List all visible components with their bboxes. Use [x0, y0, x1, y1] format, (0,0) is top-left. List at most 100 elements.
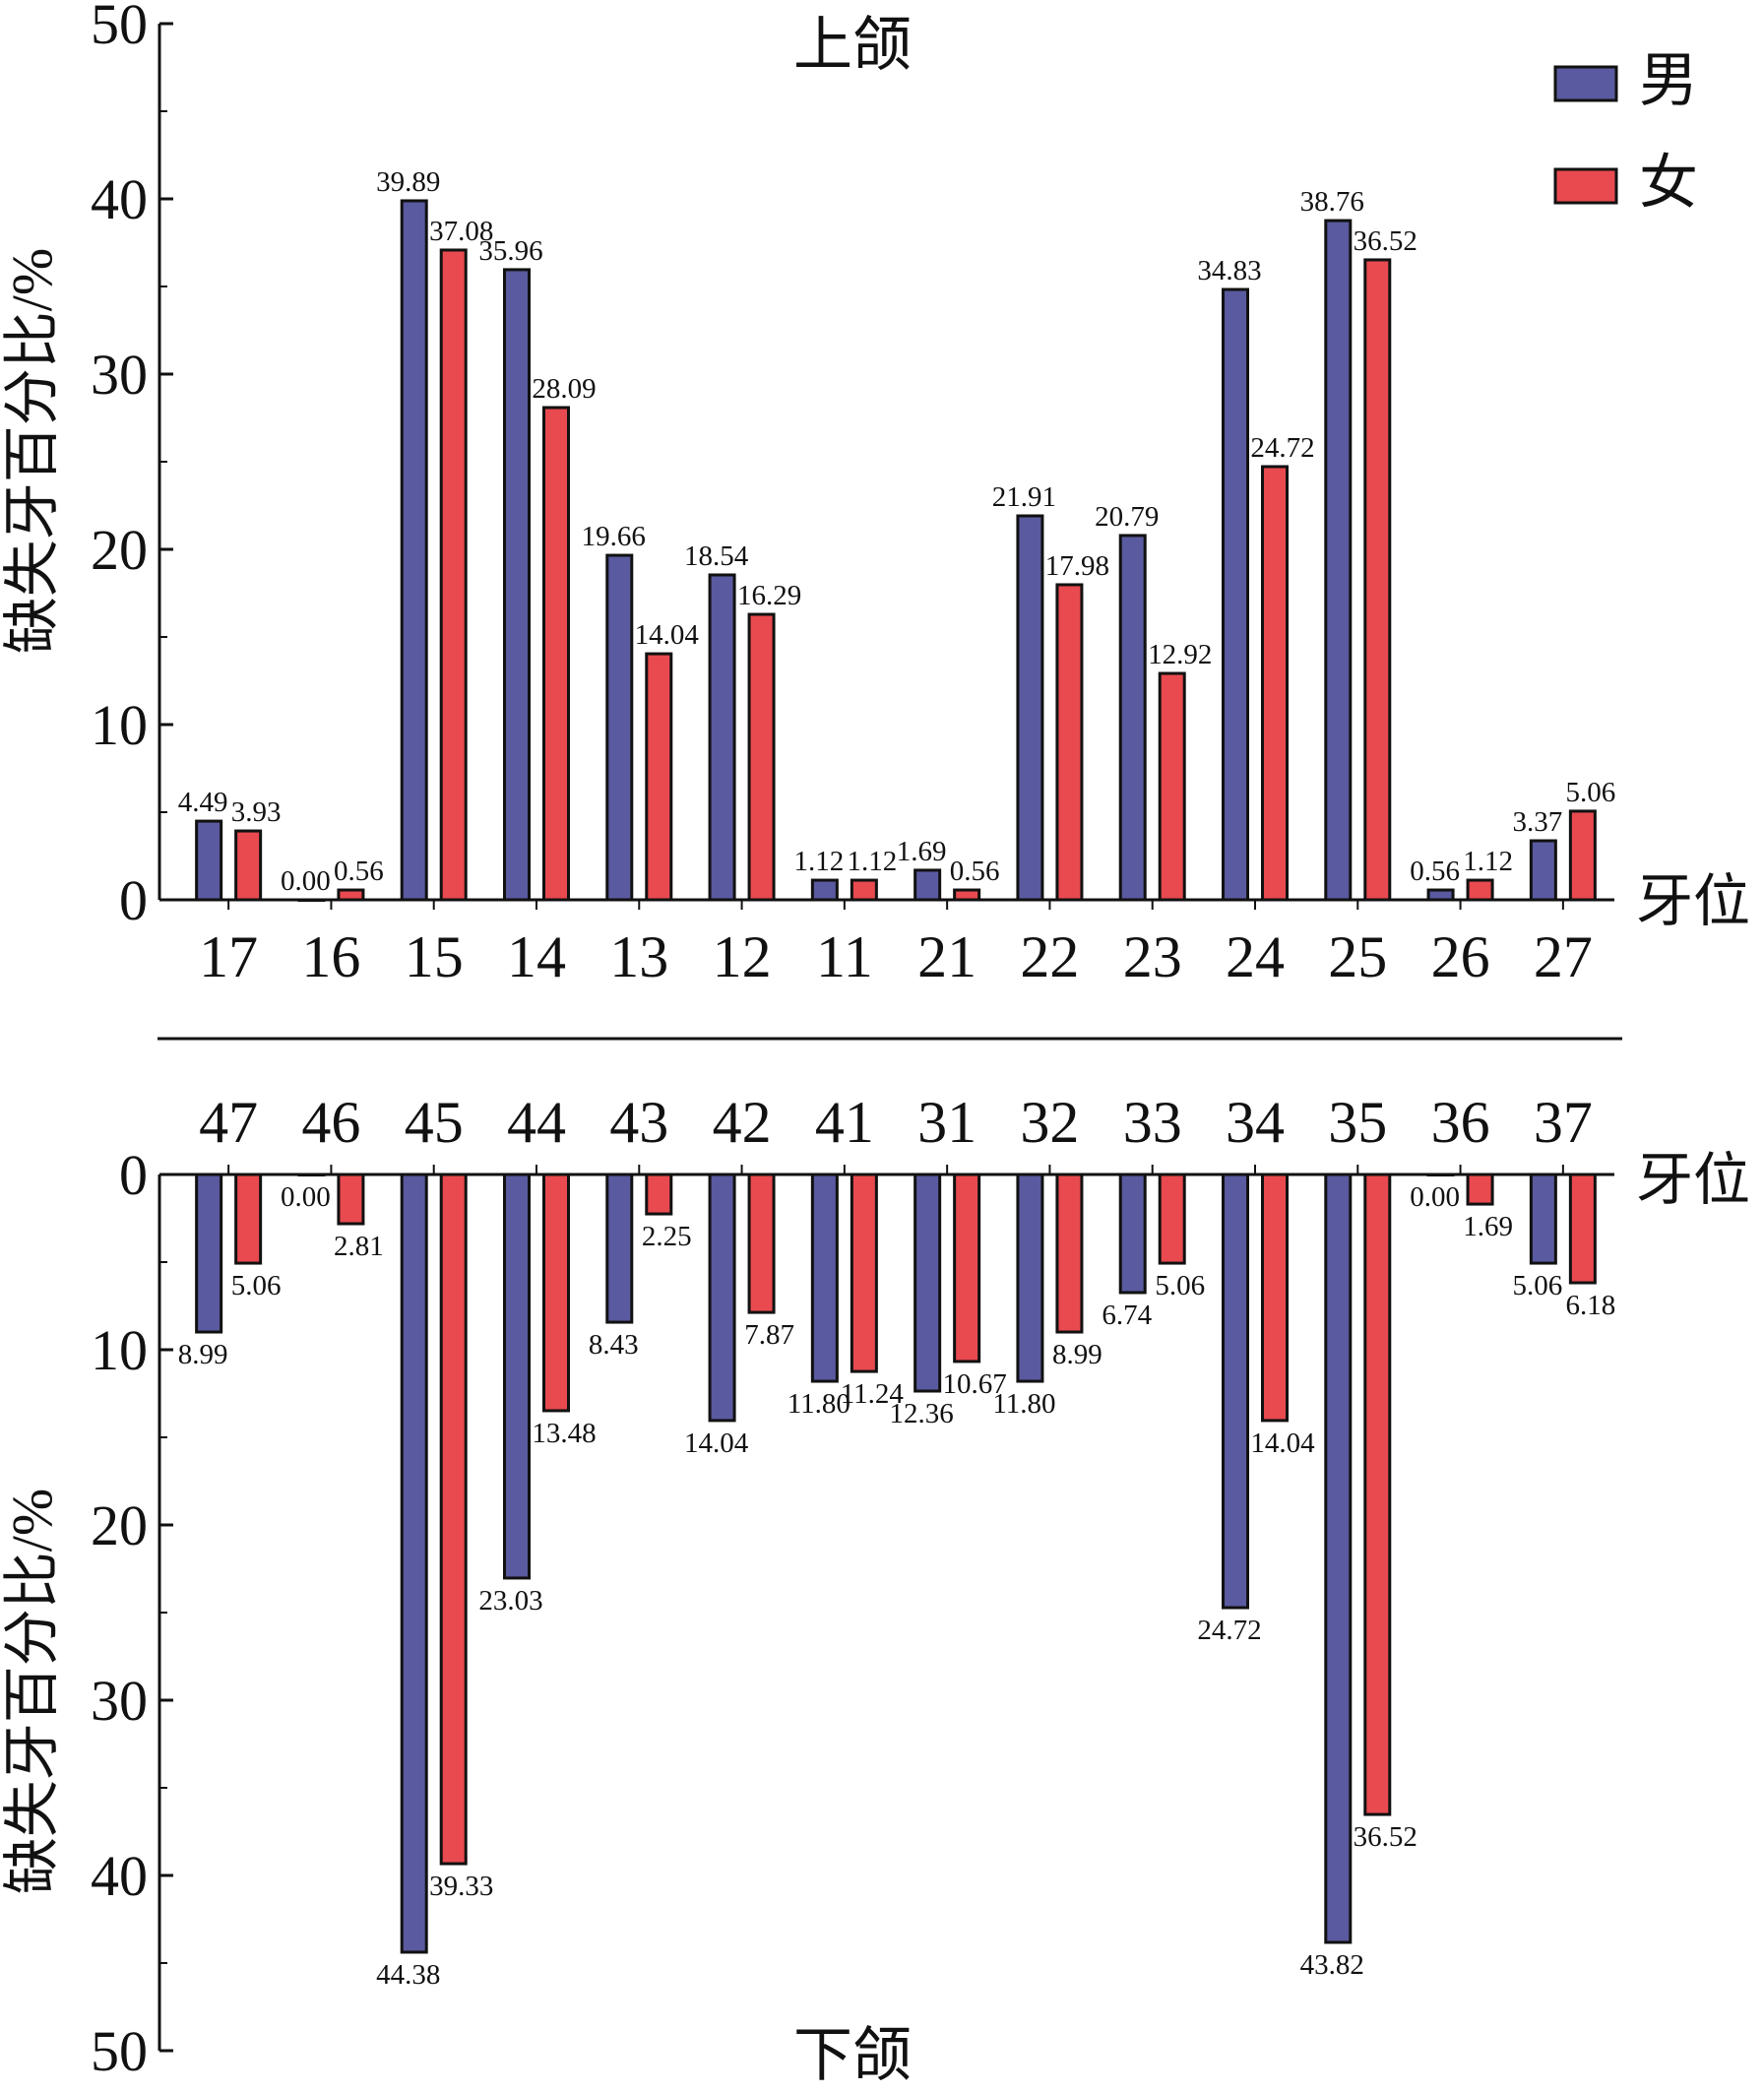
data-label: 17.98	[1045, 550, 1109, 582]
category-label: 33	[1123, 1090, 1182, 1155]
legend-swatch-0	[1553, 65, 1618, 102]
data-label: 0.56	[950, 856, 1000, 887]
data-label: 6.74	[1102, 1300, 1152, 1331]
female-bar-24	[1261, 465, 1289, 902]
male-bar-47	[195, 1173, 223, 1334]
data-label: 1.69	[897, 836, 947, 867]
female-bar-46	[337, 1173, 365, 1226]
male-bar-12	[708, 573, 736, 902]
data-label: 7.87	[744, 1319, 794, 1351]
data-label: 0.56	[1410, 856, 1460, 887]
data-label: 5.06	[1512, 1270, 1562, 1301]
data-label: 28.09	[532, 373, 596, 405]
male-bar-41	[810, 1173, 839, 1383]
category-label: 34	[1226, 1090, 1285, 1155]
male-bar-37	[1529, 1173, 1557, 1265]
female-bar-41	[850, 1173, 878, 1373]
data-label: 0.00	[1410, 1181, 1460, 1213]
male-bar-25	[1324, 219, 1353, 902]
category-label: 31	[917, 1090, 976, 1155]
male-bar-31	[914, 1173, 942, 1393]
female-bar-42	[747, 1173, 776, 1314]
male-bar-46	[297, 1173, 326, 1176]
legend-swatch-1	[1553, 167, 1618, 205]
data-label: 24.72	[1250, 432, 1314, 464]
male-bar-44	[503, 1173, 531, 1580]
female-bar-22	[1055, 583, 1084, 902]
category-label: 44	[507, 1090, 566, 1155]
data-label: 34.83	[1197, 255, 1261, 286]
female-bar-34	[1261, 1173, 1289, 1423]
legend: 男女	[1553, 48, 1698, 216]
female-bar-36	[1466, 1173, 1494, 1206]
y-tick-label: 40	[91, 1844, 148, 1908]
male-bar-15	[400, 199, 428, 902]
female-bar-47	[234, 1173, 263, 1265]
data-label: 0.00	[281, 865, 331, 897]
x-axis-label: 牙位	[1636, 1148, 1750, 1212]
female-bar-17	[234, 829, 263, 902]
data-label: 13.48	[532, 1418, 596, 1449]
category-label: 27	[1534, 924, 1593, 989]
category-label: 41	[815, 1090, 874, 1155]
y-axis-label: 缺失牙百分比/%	[0, 1489, 64, 1894]
data-label: 2.25	[642, 1221, 692, 1252]
male-bar-42	[708, 1173, 736, 1423]
data-label: 21.91	[992, 481, 1056, 513]
female-bar-45	[439, 1173, 468, 1866]
data-label: 16.29	[737, 580, 801, 611]
data-label: 12.36	[890, 1398, 954, 1429]
data-label: 1.12	[1463, 846, 1513, 877]
x-axis-label: 牙位	[1636, 869, 1750, 933]
category-label: 21	[917, 924, 976, 989]
y-tick-label: 0	[119, 868, 148, 932]
data-label: 12.92	[1148, 639, 1212, 670]
category-label: 35	[1328, 1090, 1387, 1155]
female-bar-13	[645, 652, 673, 902]
y-axis-label: 缺失牙百分比/%	[0, 248, 64, 654]
data-label: 10.67	[943, 1368, 1007, 1400]
category-label: 23	[1123, 924, 1182, 989]
data-label: 5.06	[1155, 1270, 1205, 1301]
data-label: 43.82	[1300, 1949, 1364, 1981]
male-bar-36	[1426, 1173, 1455, 1176]
male-bar-22	[1016, 514, 1044, 902]
data-label: 0.00	[281, 1181, 331, 1213]
category-label: 16	[301, 924, 360, 989]
male-bar-17	[195, 819, 223, 902]
y-tick-label: 0	[119, 1143, 148, 1207]
male-bar-45	[400, 1173, 428, 1954]
male-bar-21	[914, 868, 942, 902]
y-tick-label: 50	[91, 2019, 148, 2083]
data-label: 3.93	[231, 796, 282, 828]
male-bar-13	[605, 553, 634, 902]
data-label: 24.72	[1197, 1615, 1261, 1646]
category-label: 13	[609, 924, 668, 989]
male-bar-16	[297, 898, 326, 902]
male-bar-32	[1016, 1173, 1044, 1383]
category-label: 25	[1328, 924, 1387, 989]
female-bar-15	[439, 248, 468, 902]
female-bar-21	[953, 888, 981, 902]
data-label: 20.79	[1095, 501, 1159, 533]
lower-jaw-panel: 010203040508.995.06470.002.814644.3839.3…	[0, 1090, 1750, 2088]
female-bar-26	[1466, 878, 1494, 902]
female-bar-25	[1363, 258, 1392, 902]
category-label: 26	[1431, 924, 1490, 989]
y-tick-label: 50	[91, 0, 148, 56]
data-label: 1.69	[1463, 1211, 1513, 1242]
male-bar-35	[1324, 1173, 1353, 1944]
data-label: 18.54	[684, 540, 749, 572]
female-bar-16	[337, 888, 365, 902]
male-bar-33	[1118, 1173, 1147, 1295]
female-bar-35	[1363, 1173, 1392, 1816]
legend-label-1: 女	[1639, 151, 1698, 216]
data-label: 39.33	[429, 1871, 493, 1902]
category-label: 17	[199, 924, 258, 989]
data-label: 5.06	[231, 1270, 282, 1301]
y-tick-label: 30	[91, 1669, 148, 1733]
male-bar-24	[1222, 287, 1249, 902]
data-label: 3.37	[1512, 806, 1562, 838]
category-label: 45	[405, 1090, 464, 1155]
